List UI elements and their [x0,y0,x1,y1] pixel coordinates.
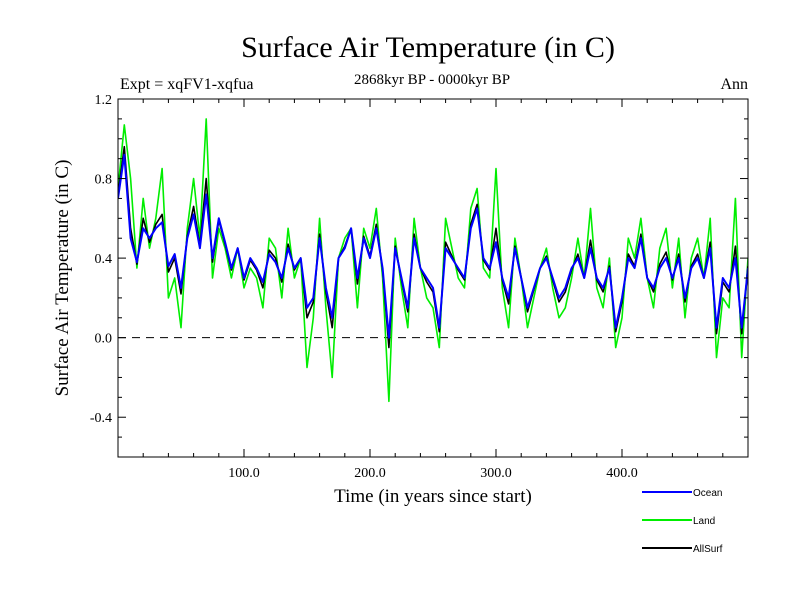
x-tick-label: 400.0 [606,466,638,481]
season-label: Ann [720,76,748,93]
x-tick-label: 300.0 [480,466,512,481]
experiment-label: Expt = xqFV1-xqfua [120,76,253,93]
chart-subtitle: 2868kyr BP - 0000kyr BP [354,72,510,88]
y-tick-label: 0.4 [95,252,113,267]
y-tick-label: 0.8 [95,173,113,188]
legend-label-allsurf: AllSurf [693,544,723,555]
series-line-allsurf [118,145,748,349]
y-tick-label: 0.0 [95,332,113,347]
legend: Ocean Land AllSurf [642,488,723,555]
legend-label-land: Land [693,516,715,527]
y-tick-label: 1.2 [95,93,113,108]
x-tick-label: 100.0 [228,466,260,481]
x-tick-label: 200.0 [354,466,386,481]
series-line-land [118,118,748,403]
y-tick-label: -0.4 [90,411,112,426]
chart-title: Surface Air Temperature (in C) [241,31,615,64]
series-line-ocean [118,153,748,339]
legend-label-ocean: Ocean [693,488,722,499]
y-axis-label: Surface Air Temperature (in C) [52,160,73,397]
x-axis-label: Time (in years since start) [334,486,532,507]
